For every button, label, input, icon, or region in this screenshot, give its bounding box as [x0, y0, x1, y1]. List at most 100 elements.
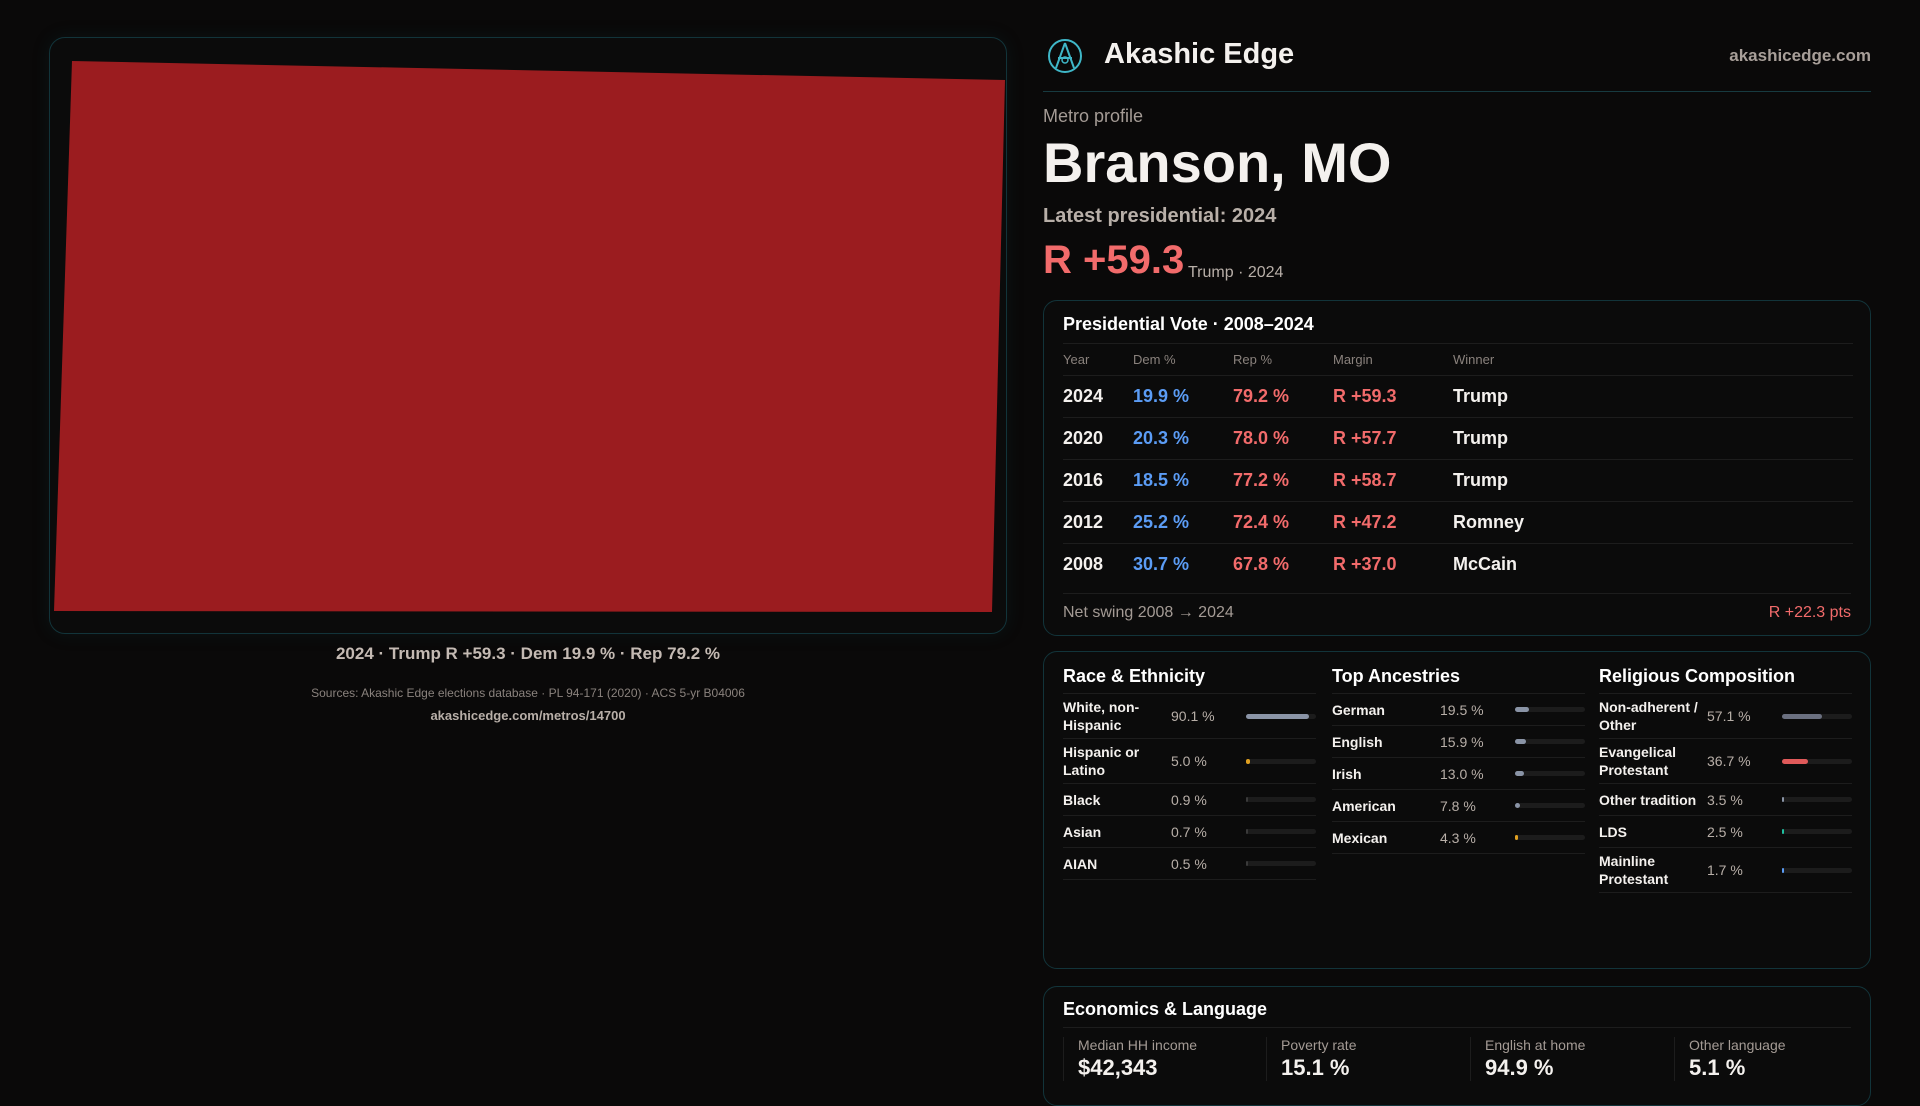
item-bar [1782, 829, 1852, 834]
item-label: Mainline Protestant [1599, 853, 1669, 887]
cell-year: 2008 [1063, 554, 1104, 574]
cell-year: 2016 [1063, 470, 1104, 490]
item-label: AIAN [1063, 855, 1098, 872]
item-pct: 2.5 % [1707, 823, 1743, 840]
economics-title: Economics & Language [1063, 999, 1268, 1019]
cell-rep-pct: 72.4 % [1233, 512, 1290, 532]
item-bar [1246, 861, 1316, 866]
item-label: Non-adherent / Other [1599, 699, 1698, 733]
metric-label: English at home [1485, 1037, 1586, 1053]
swing-value: R +22.3 pts [1768, 604, 1851, 621]
divider [1063, 1027, 1851, 1028]
list-item: English 15.9 % [1332, 726, 1585, 758]
cell-winner: Trump [1453, 428, 1509, 448]
item-bar-fill [1246, 758, 1250, 764]
site-link[interactable]: akashicedge.com [1729, 46, 1871, 65]
metric-value: $42,343 [1078, 1055, 1158, 1080]
item-pct: 15.9 % [1440, 733, 1484, 750]
item-bar-fill [1246, 713, 1310, 719]
item-bar [1246, 713, 1316, 719]
item-bar-fill [1515, 771, 1525, 776]
cell-rep-pct: 79.2 % [1233, 386, 1290, 406]
item-bar-fill [1515, 835, 1518, 840]
cell-dem-pct: 18.5 % [1133, 470, 1190, 490]
cell-dem-pct: 20.3 % [1133, 428, 1190, 448]
item-pct: 4.3 % [1440, 829, 1476, 846]
list-item: Other tradition 3.5 % [1599, 784, 1852, 816]
item-bar-fill [1782, 829, 1784, 834]
item-bar [1782, 797, 1852, 802]
cell-rep-pct: 78.0 % [1233, 428, 1290, 448]
item-pct: 5.0 % [1171, 753, 1207, 769]
item-bar [1782, 713, 1852, 719]
list-item: Asian 0.7 % [1063, 816, 1316, 848]
metric-poverty: Poverty rate 15.1 % [1266, 1037, 1466, 1081]
cell-dem-pct: 25.2 % [1133, 512, 1190, 532]
col-rep: Rep % [1233, 352, 1273, 367]
list-item: White, non-Hispanic 90.1 % [1063, 694, 1316, 739]
list-item: American 7.8 % [1332, 790, 1585, 822]
item-bar [1515, 835, 1585, 840]
sources-note: Sources: Akashic Edge elections database… [311, 686, 745, 700]
race-title: Race & Ethnicity [1063, 666, 1316, 694]
item-bar [1515, 739, 1585, 744]
brand-name: Akashic Edge [1104, 38, 1295, 70]
cell-margin: R +47.2 [1333, 512, 1397, 532]
cell-year: 2012 [1063, 512, 1104, 532]
list-item: Black 0.9 % [1063, 784, 1316, 816]
col-year: Year [1063, 352, 1090, 367]
race-column: Race & Ethnicity White, non-Hispanic 90.1… [1063, 666, 1316, 880]
cell-margin: R +57.7 [1333, 428, 1397, 448]
swing-label: Net swing 2008 → 2024 [1063, 604, 1234, 621]
item-pct: 57.1 % [1707, 708, 1751, 724]
col-dem: Dem % [1133, 352, 1176, 367]
map-caption: 2024 · Trump R +59.3 · Dem 19.9 % · Rep … [335, 644, 721, 663]
item-label: Other tradition [1599, 791, 1697, 808]
cell-margin: R +37.0 [1333, 554, 1397, 574]
item-pct: 0.9 % [1171, 791, 1207, 808]
table-row: 2012 25.2 % 72.4 % R +47.2 Romney [1063, 501, 1853, 543]
item-pct: 7.8 % [1440, 797, 1476, 814]
net-swing: Net swing 2008 → 2024 R +22.3 pts [1063, 593, 1851, 622]
list-item: Hispanic or Latino 5.0 % [1063, 739, 1316, 784]
item-bar [1246, 829, 1316, 834]
page-kicker: Metro profile [1043, 106, 1144, 126]
list-item: German 19.5 % [1332, 694, 1585, 726]
item-label: Hispanic or Latino [1063, 744, 1140, 778]
latest-margin: R +59.3 [1043, 238, 1185, 282]
item-label: Asian [1063, 823, 1102, 840]
list-item: LDS 2.5 % [1599, 816, 1852, 848]
item-bar-fill [1515, 707, 1529, 712]
metro-boundary-shape[interactable] [54, 61, 1005, 612]
item-label: Black [1063, 791, 1101, 808]
table-row: 2020 20.3 % 78.0 % R +57.7 Trump [1063, 417, 1853, 459]
cell-year: 2020 [1063, 428, 1104, 448]
list-item: Non-adherent / Other 57.1 % [1599, 694, 1852, 739]
item-bar [1515, 803, 1585, 808]
item-label: American [1332, 797, 1396, 814]
economics-card: Economics & Language Median HH income $42… [1043, 986, 1871, 1106]
cell-dem-pct: 30.7 % [1133, 554, 1190, 574]
item-bar-fill [1246, 861, 1248, 866]
religion-column: Religious Composition Non-adherent / Oth… [1599, 666, 1852, 893]
item-bar [1515, 771, 1585, 776]
demographics-card: Race & Ethnicity White, non-Hispanic 90.1… [1043, 651, 1871, 969]
cell-dem-pct: 19.9 % [1133, 386, 1190, 406]
map-svg [54, 61, 1005, 612]
item-bar-fill [1782, 797, 1785, 802]
item-bar-fill [1515, 803, 1521, 808]
item-label: English [1332, 733, 1383, 750]
item-bar-fill [1246, 797, 1248, 802]
item-pct: 1.7 % [1707, 862, 1743, 878]
item-pct: 19.5 % [1440, 701, 1484, 718]
metric-label: Poverty rate [1281, 1037, 1357, 1053]
item-bar [1515, 707, 1585, 712]
profile-panel: Akashic Edge akashicedge.com Metro profi… [1043, 0, 1871, 1106]
page-title: Branson, MO [1043, 131, 1392, 194]
table-header: Year Dem % Rep % Margin Winner [1063, 343, 1853, 375]
list-item: Evangelical Protestant 36.7 % [1599, 739, 1852, 784]
permalink[interactable]: akashicedge.com/metros/14700 [430, 708, 626, 723]
metric-value: 15.1 % [1281, 1055, 1350, 1080]
item-pct: 90.1 % [1171, 708, 1215, 724]
cell-winner: Trump [1453, 386, 1509, 406]
